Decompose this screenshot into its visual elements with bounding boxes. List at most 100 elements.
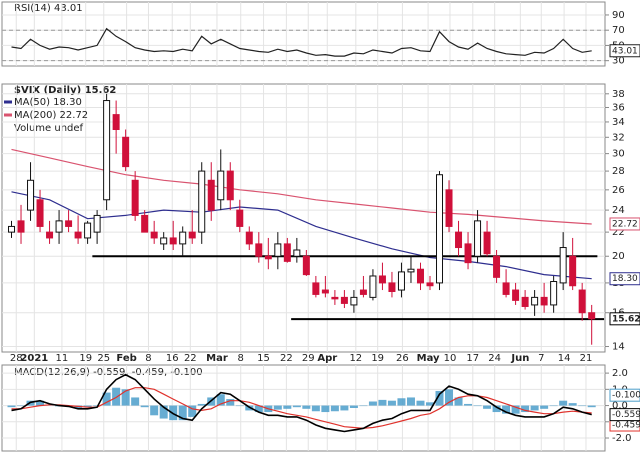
x-tick-label: 16 bbox=[166, 353, 179, 364]
x-tick-label: 8 bbox=[238, 353, 244, 364]
candle-body bbox=[283, 243, 291, 262]
candle-body bbox=[331, 296, 339, 300]
y-tick-label: 2.0 bbox=[612, 368, 628, 379]
candle-body bbox=[569, 255, 577, 287]
histogram-bar bbox=[131, 397, 140, 406]
candle-body bbox=[93, 214, 101, 233]
y-tick-label: 26 bbox=[612, 185, 625, 196]
histogram-bar bbox=[502, 405, 511, 414]
x-tick-label: 19 bbox=[79, 353, 92, 364]
x-tick-label: 7 bbox=[538, 353, 544, 364]
histogram-bar bbox=[235, 405, 244, 407]
y-tick-label: 32 bbox=[612, 132, 625, 143]
histogram-bar bbox=[292, 405, 301, 408]
x-tick-label: 2021 bbox=[20, 353, 48, 364]
macd-title: MACD(12,26,9) -0.559, -0.459, -0.100 bbox=[14, 367, 203, 378]
moving-average bbox=[11, 191, 592, 280]
value-badge bbox=[609, 408, 640, 422]
y-tick-label: -2.0 bbox=[612, 433, 632, 444]
histogram-bar bbox=[511, 405, 520, 414]
histogram-bar bbox=[302, 405, 311, 409]
x-tick-label: Apr bbox=[317, 353, 337, 364]
x-tick-label: May bbox=[417, 353, 440, 364]
legend-label: MA(50) 18.30 bbox=[14, 97, 82, 108]
histogram-bar bbox=[36, 400, 45, 406]
x-tick-label: 19 bbox=[371, 353, 384, 364]
y-tick-label: 34 bbox=[612, 117, 625, 128]
candle-body bbox=[103, 100, 111, 201]
histogram-bar bbox=[521, 405, 530, 413]
rsi-panel bbox=[1, 1, 606, 67]
candle-body bbox=[540, 296, 548, 306]
candle-body bbox=[321, 289, 329, 294]
histogram-bar bbox=[378, 399, 387, 406]
histogram-bar bbox=[454, 397, 463, 406]
legend-label: MA(200) 22.72 bbox=[14, 110, 88, 121]
x-tick-label: 26 bbox=[396, 353, 409, 364]
x-tick-label: Mar bbox=[206, 353, 228, 364]
x-tick-label: Feb bbox=[116, 353, 136, 364]
badge-label: -0.559 bbox=[612, 410, 640, 420]
x-tick-label: 22 bbox=[280, 353, 293, 364]
histogram-bar bbox=[368, 401, 377, 406]
histogram-bar bbox=[188, 405, 197, 417]
badge-label: 22.72 bbox=[612, 219, 638, 229]
histogram-bar bbox=[112, 387, 121, 406]
x-tick-label: 17 bbox=[466, 353, 479, 364]
x-tick-label: 25 bbox=[97, 353, 110, 364]
candle-body bbox=[483, 231, 491, 255]
histogram-bar bbox=[387, 400, 396, 406]
candle-body bbox=[436, 174, 444, 284]
histogram-bar bbox=[121, 389, 130, 406]
price-panel bbox=[1, 83, 606, 353]
candle-body bbox=[293, 249, 301, 257]
x-tick-label: 15 bbox=[257, 353, 270, 364]
histogram-bar bbox=[226, 399, 235, 406]
candle-body bbox=[8, 225, 16, 233]
x-tick-label: 24 bbox=[488, 353, 501, 364]
histogram-bar bbox=[159, 405, 168, 419]
candle-body bbox=[464, 243, 472, 264]
x-tick-label: 28 bbox=[10, 353, 23, 364]
histogram-bar bbox=[425, 402, 434, 406]
candle-body bbox=[578, 289, 586, 314]
badge-label: -0.100 bbox=[612, 391, 640, 401]
histogram-bar bbox=[483, 405, 492, 409]
moving-average bbox=[11, 148, 592, 225]
candle-body bbox=[274, 243, 282, 257]
candle-body bbox=[36, 199, 44, 227]
candle-body bbox=[160, 237, 168, 245]
histogram-bar bbox=[17, 405, 26, 407]
x-tick-label: 11 bbox=[56, 353, 69, 364]
y-tick-label: 30 bbox=[612, 56, 625, 67]
value-badge bbox=[609, 388, 640, 402]
x-tick-label: 21 bbox=[580, 353, 593, 364]
candle-body bbox=[17, 220, 25, 233]
candle-body bbox=[512, 289, 520, 301]
value-badge bbox=[609, 272, 640, 286]
y-tick-label: 38 bbox=[612, 89, 625, 100]
histogram-bar bbox=[321, 405, 330, 413]
x-tick-label: 8 bbox=[145, 353, 151, 364]
y-tick-label: 24 bbox=[612, 205, 625, 216]
candle-body bbox=[55, 220, 63, 233]
badge-label: -0.459 bbox=[612, 421, 640, 431]
histogram-bar bbox=[349, 405, 358, 408]
candle-body bbox=[207, 179, 215, 211]
candle-body bbox=[188, 231, 196, 239]
candle-body bbox=[46, 231, 54, 239]
candle-body bbox=[312, 282, 320, 295]
value-badge bbox=[609, 312, 640, 326]
y-tick-label: 36 bbox=[612, 102, 625, 113]
histogram-bar bbox=[197, 403, 206, 406]
y-tick-label: 90 bbox=[612, 10, 625, 21]
x-tick-label: 12 bbox=[349, 353, 362, 364]
candle-body bbox=[302, 255, 310, 276]
histogram-bar bbox=[340, 405, 349, 411]
histogram-bar bbox=[445, 389, 454, 406]
candle-body bbox=[74, 231, 82, 239]
macd-line bbox=[11, 373, 592, 433]
histogram-bar bbox=[587, 405, 596, 408]
value-badge bbox=[609, 44, 640, 58]
